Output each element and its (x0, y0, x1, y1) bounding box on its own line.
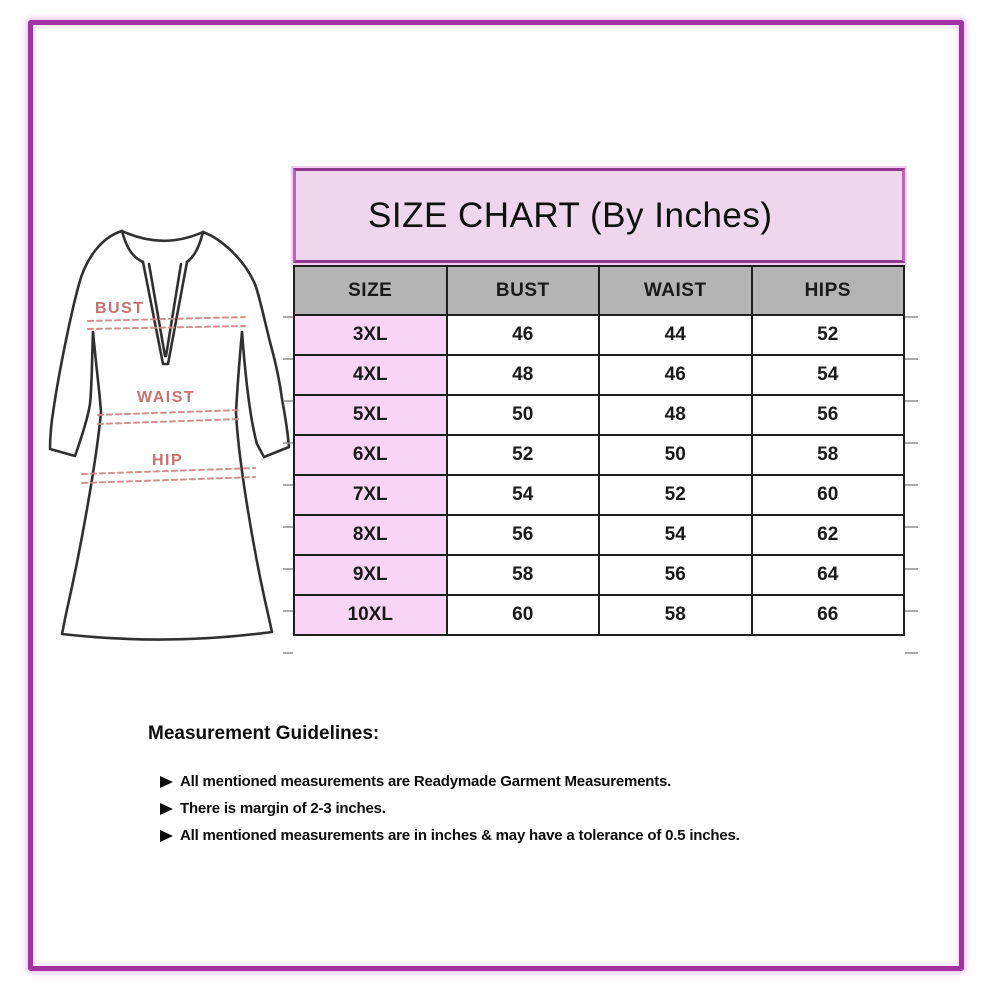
size-cell: 4XL (293, 354, 448, 396)
tick-right (905, 442, 918, 444)
value-cell: 52 (598, 474, 753, 516)
value-cell: 46 (445, 314, 600, 356)
tick-left (283, 568, 293, 570)
garment-collar-right (185, 230, 205, 264)
garment-neckline (120, 229, 205, 243)
value-cell: 56 (598, 554, 753, 596)
value-cell: 54 (445, 474, 600, 516)
size-cell: 6XL (293, 434, 448, 476)
garment-collar-left (120, 229, 145, 264)
hip-label: HIP (152, 452, 183, 469)
column-header-size: SIZE (293, 265, 448, 316)
value-cell: 52 (750, 314, 905, 356)
table-row: 7XL 54 52 60 (293, 474, 905, 516)
size-cell: 7XL (293, 474, 448, 516)
tick-right (905, 610, 918, 612)
value-cell: 50 (445, 394, 600, 436)
tick-right (905, 316, 918, 318)
bust-label: BUST (95, 300, 145, 317)
value-cell: 54 (598, 514, 753, 556)
tick-left (283, 610, 293, 612)
tick-left (283, 526, 293, 528)
tick-left (283, 316, 293, 318)
value-cell: 46 (598, 354, 753, 396)
garment-left-sleeve (48, 229, 124, 458)
waist-dash-lines (97, 409, 241, 425)
tick-right (905, 358, 918, 360)
bust-dash-lines (87, 316, 246, 330)
value-cell: 58 (598, 594, 753, 636)
guideline-item: There is margin of 2-3 inches. (160, 795, 868, 822)
table-header-row: SIZE BUST WAIST HIPS (293, 265, 905, 316)
guideline-text: There is margin of 2-3 inches. (180, 800, 386, 817)
outer-frame (28, 20, 964, 971)
tick-right (905, 526, 918, 528)
value-cell: 48 (445, 354, 600, 396)
tick-right (905, 568, 918, 570)
value-cell: 64 (750, 554, 905, 596)
column-header-hips: HIPS (750, 265, 905, 316)
value-cell: 56 (445, 514, 600, 556)
value-cell: 58 (750, 434, 905, 476)
column-header-waist: WAIST (598, 265, 753, 316)
guidelines-list: All mentioned measurements are Readymade… (148, 768, 868, 849)
size-cell: 8XL (293, 514, 448, 556)
guideline-text: All mentioned measurements are Readymade… (180, 773, 672, 790)
value-cell: 56 (750, 394, 905, 436)
value-cell: 66 (750, 594, 905, 636)
column-header-bust: BUST (445, 265, 600, 316)
table-row: 5XL 50 48 56 (293, 394, 905, 436)
tick-left (283, 442, 293, 444)
value-cell: 44 (598, 314, 753, 356)
tick-left (283, 358, 293, 360)
size-cell: 5XL (293, 394, 448, 436)
tick-right (905, 400, 918, 402)
garment-body (60, 330, 274, 641)
guideline-text: All mentioned measurements are in inches… (180, 827, 740, 844)
table-row: 9XL 58 56 64 (293, 554, 905, 596)
chart-title: SIZE CHART (By Inches) (368, 195, 773, 235)
chart-title-box: SIZE CHART (By Inches) (293, 168, 905, 263)
table-row: 6XL 52 50 58 (293, 434, 905, 476)
tick-right (905, 652, 918, 654)
size-cell: 3XL (293, 314, 448, 356)
value-cell: 60 (750, 474, 905, 516)
waist-label: WAIST (137, 389, 195, 406)
garment-placket-outer (141, 260, 189, 366)
size-cell: 10XL (293, 594, 448, 636)
tick-left (283, 400, 293, 402)
guideline-item: All mentioned measurements are in inches… (160, 822, 868, 849)
value-cell: 58 (445, 554, 600, 596)
tick-left (283, 484, 293, 486)
bullet-triangle-icon (160, 829, 173, 842)
bullet-triangle-icon (160, 775, 173, 788)
guidelines-heading: Measurement Guidelines: (148, 723, 380, 744)
garment-sketch: BUST WAIST HIP (48, 229, 291, 641)
value-cell: 60 (445, 594, 600, 636)
value-cell: 50 (598, 434, 753, 476)
table-row: 4XL 48 46 54 (293, 354, 905, 396)
value-cell: 62 (750, 514, 905, 556)
value-cell: 48 (598, 394, 753, 436)
garment-placket-inner (147, 262, 183, 358)
guideline-item: All mentioned measurements are Readymade… (160, 768, 868, 795)
table-row: 8XL 56 54 62 (293, 514, 905, 556)
garment-right-sleeve (201, 230, 291, 459)
table-row: 3XL 46 44 52 (293, 314, 905, 356)
tick-left (283, 652, 293, 654)
hip-dash-lines (81, 467, 256, 484)
measurement-guidelines: Measurement Guidelines: All mentioned me… (148, 724, 868, 849)
table-row: 10XL 60 58 66 (293, 594, 905, 636)
value-cell: 52 (445, 434, 600, 476)
tick-right (905, 484, 918, 486)
size-table: SIZE BUST WAIST HIPS 3XL 46 44 52 4XL 48 46 54 5XL 5… (293, 265, 905, 636)
bullet-triangle-icon (160, 802, 173, 815)
size-cell: 9XL (293, 554, 448, 596)
value-cell: 54 (750, 354, 905, 396)
